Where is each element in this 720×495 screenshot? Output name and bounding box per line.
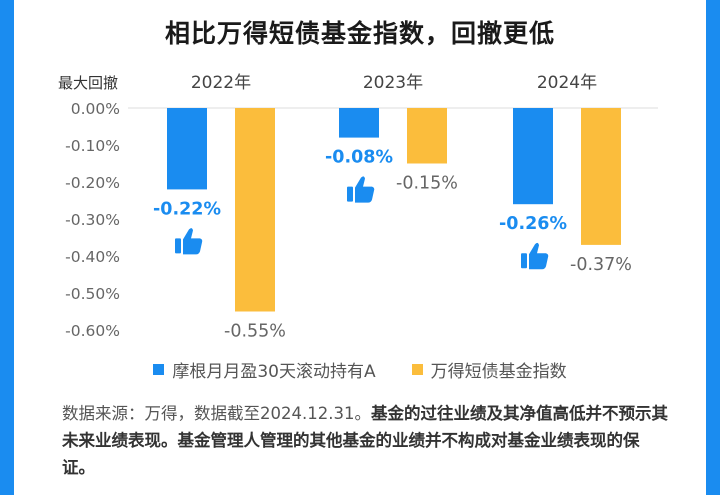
data-label-series-a: -0.08% [325,148,393,168]
y-tick-label: -0.30% [65,211,120,229]
y-tick-label: -0.10% [65,137,120,155]
bar-series-a [513,108,553,205]
y-tick-label: -0.50% [65,285,120,303]
bar-series-b [407,108,447,164]
data-label-series-b: -0.15% [396,174,458,194]
y-axis-title: 最大回撤 [58,74,118,92]
y-tick-label: -0.20% [65,174,120,192]
x-category-label: 2023年 [363,73,423,93]
chart-title-text: 相比万得短债基金指数，回撤更低 [164,19,555,48]
chart-card [14,0,706,495]
bar-chart: 最大回撤 0.00% -0.10% -0.20% -0.30% -0.40% -0.50% -… [58,73,658,342]
bar-series-a [167,108,207,190]
legend-label-series-a: 摩根月月盈30天滚动持有A [172,362,376,382]
legend-swatch-series-a [153,364,165,375]
y-tick-label: 0.00% [71,100,120,118]
data-label-series-b: -0.37% [570,255,632,275]
legend: 摩根月月盈30天滚动持有A 万得短债基金指数 [0,357,720,382]
footnote-disclaimer: 基金的过往业绩及其净值高低并不预示其未来业绩表现。基金管理人管理的其他基金的业绩… [62,404,668,477]
footnote: 数据来源：万得，数据截至2024.12.31。基金的过往业绩及其净值高低并不预示… [62,400,672,481]
y-tick-label: -0.60% [65,322,120,340]
bar-series-b [235,108,275,312]
thumbs-up-icon [521,242,549,270]
footnote-source: 数据来源：万得，数据截至2024.12.31。 [62,404,371,423]
title-area: 相比万得短债基金指数，回撤更低 [0,14,720,50]
chart-title: 相比万得短债基金指数，回撤更低 [158,14,562,50]
thumbs-up-icon [175,228,203,255]
data-label-series-a: -0.26% [499,214,567,234]
y-tick-label: -0.40% [65,248,120,266]
x-category-label: 2024年 [537,73,597,93]
bar-series-a [339,108,379,138]
legend-item-series-a: 摩根月月盈30天滚动持有A [153,357,376,382]
legend-label-series-b: 万得短债基金指数 [430,362,567,382]
bar-series-b [581,108,621,245]
x-category-label: 2022年 [191,73,251,93]
legend-swatch-series-b [411,364,423,375]
thumbs-up-icon [347,176,375,203]
legend-item-series-b: 万得短债基金指数 [411,357,567,382]
data-label-series-a: -0.22% [153,199,221,219]
data-label-series-b: -0.55% [224,322,286,342]
